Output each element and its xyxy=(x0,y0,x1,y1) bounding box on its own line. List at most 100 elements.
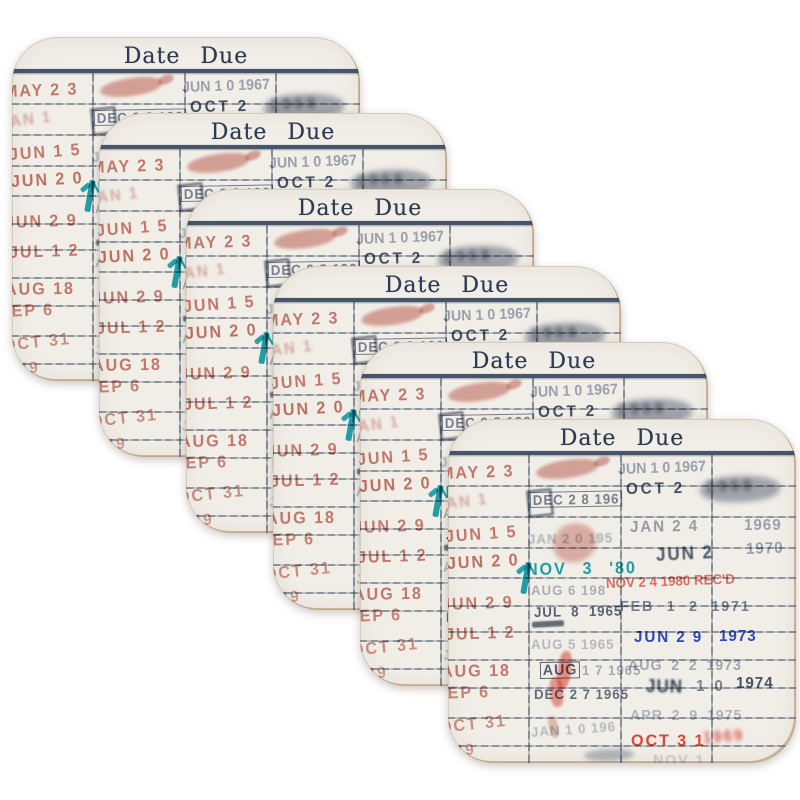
date-stamp: JAN 1 xyxy=(186,260,228,284)
date-stamp: NOV 1 xyxy=(653,752,706,763)
red-smudge-whale-tail xyxy=(243,148,263,163)
date-stamp: AUG 2 2 1973 xyxy=(628,657,742,674)
date-stamp: JUN 1 5 xyxy=(186,291,257,316)
date-stamp: JUN 2 9 xyxy=(99,286,165,308)
date-stamp: JUL 8 1965 xyxy=(533,602,623,620)
date-stamp: MAY 2 3 xyxy=(273,308,340,330)
date-stamp: OCT 31 xyxy=(186,480,246,507)
date-stamp: JUL 1 2 xyxy=(273,469,341,491)
date-stamp: JUN 2 9 xyxy=(634,629,704,646)
grid-row-line xyxy=(360,408,708,410)
date-stamp: JUN 2 xyxy=(655,541,715,565)
red-smudge-whale xyxy=(447,379,511,405)
date-stamp: JUN 2 9 xyxy=(12,210,78,232)
date-stamp: 1969 xyxy=(744,517,782,534)
date-stamp: JUN xyxy=(645,676,684,697)
date-stamp: OCT 3 1 xyxy=(631,731,706,750)
date-stamp: JUN 2 9 xyxy=(273,439,339,461)
date-stamp: 1974 xyxy=(736,675,774,692)
grid-row-line xyxy=(448,631,796,633)
date-stamp: JUN 1 0 1967 xyxy=(617,457,707,478)
grid-row-line xyxy=(273,332,621,334)
date-stamp: JUN 1 0 1967 xyxy=(181,75,271,96)
date-stamp: JUN 2 0 xyxy=(12,168,84,191)
date-stamp: JUL 1 2 xyxy=(448,622,516,644)
card-title: Date Due xyxy=(210,120,336,145)
date-stamp: SEP 6 xyxy=(12,300,55,321)
date-stamp: JAN 1 0 196 xyxy=(530,718,617,740)
date-stamp: SEP 6 xyxy=(448,682,491,703)
header-rule xyxy=(360,374,708,378)
date-stamp: MAY 2 3 xyxy=(12,79,79,101)
date-stamp: JAN 2 4 xyxy=(629,517,700,536)
date-stamp: JUN 1 5 xyxy=(273,368,344,393)
grid-column-line xyxy=(92,73,94,381)
date-stamp: MAY 2 3 xyxy=(99,155,166,177)
grid-row-line xyxy=(448,659,796,661)
card-title: Date Due xyxy=(297,196,423,221)
date-stamp: DEC 2 7 1965 xyxy=(534,686,629,702)
date-stamp: JUL 1 2 xyxy=(12,240,80,262)
date-stamp: JUN 2 9 xyxy=(186,362,252,384)
date-stamp: SEP 6 xyxy=(360,605,403,626)
date-stamp: JAN 1 xyxy=(273,337,315,361)
date-stamp: AUG 6 198 xyxy=(531,582,607,598)
date-stamp: JUL 1 2 xyxy=(99,316,167,338)
date-stamp: OCT 31 xyxy=(360,633,420,660)
date-stamp: NOV 2 4 1980 REC'D xyxy=(605,570,736,591)
red-smudge-whale-tail xyxy=(330,224,350,239)
red-smudge-whale xyxy=(186,150,250,176)
date-stamp: JAN 1 xyxy=(360,413,402,437)
grid-column-line xyxy=(353,302,355,610)
grid-row-line xyxy=(12,103,360,105)
date-stamp: JUN 2 0 xyxy=(448,550,520,573)
date-stamp: JUN 2 0 xyxy=(273,397,345,420)
red-smudge-whale xyxy=(535,456,599,482)
date-stamp: JUL 1 2 xyxy=(360,545,428,567)
grid-row-line xyxy=(448,605,796,607)
date-stamp: AUG 18 xyxy=(12,278,75,299)
date-stamp: MAY 2 3 xyxy=(448,461,515,483)
grid-row-line xyxy=(448,687,796,689)
grid-row-line xyxy=(99,179,447,181)
red-smudge-whale xyxy=(360,303,424,329)
date-stamp: JUN 2 0 xyxy=(99,244,171,267)
grid-column-line xyxy=(266,225,268,533)
date-stamp: SEP 6 xyxy=(273,529,316,550)
date-stamp: JUN 1 0 1967 xyxy=(442,304,532,325)
date-stamp: AUG 5 1965 xyxy=(531,636,615,652)
date-stamp: JUN 2 9 xyxy=(360,515,426,537)
date-stamp: OCT 31 xyxy=(99,404,159,431)
header-rule xyxy=(12,69,360,73)
date-stamp: AUG 18 xyxy=(186,430,249,451)
grid-row-line xyxy=(448,745,796,747)
date-stamp: AUG xyxy=(539,661,581,679)
date-stamp: 1969 xyxy=(702,727,745,747)
red-smudge-whale-tail xyxy=(417,301,437,316)
date-stamp: DEC 2 8 196 xyxy=(529,490,623,508)
date-stamp: 19 xyxy=(280,588,301,607)
date-stamp: 1968 xyxy=(443,247,494,266)
red-smudge-whale xyxy=(273,226,337,252)
grid-row-line xyxy=(448,577,796,579)
grid-column-line xyxy=(179,149,181,457)
date-stamp: 1 0 xyxy=(696,678,726,695)
date-stamp: FEB 1 2 1971 xyxy=(620,598,751,615)
date-stamp: 1973 xyxy=(719,628,757,645)
card-title: Date Due xyxy=(384,273,510,298)
red-smudge-whale-tail xyxy=(504,377,524,392)
header-rule xyxy=(448,451,796,455)
red-smudge-whale-tail xyxy=(592,454,612,469)
date-stamp: JUN 1 5 xyxy=(360,444,431,469)
date-stamp: 1968 xyxy=(530,324,581,343)
date-stamp: OCT 31 xyxy=(12,328,72,355)
grid-row-line xyxy=(186,255,534,257)
header-rule xyxy=(99,145,447,149)
date-stamp: JAN 1 xyxy=(99,184,141,208)
date-stamp: AUG 18 xyxy=(448,660,511,681)
date-stamp: OCT 31 xyxy=(448,710,508,737)
date-stamp: JAN 2 0 195 xyxy=(527,529,614,547)
date-stamp: JUN 2 0 xyxy=(360,473,432,496)
